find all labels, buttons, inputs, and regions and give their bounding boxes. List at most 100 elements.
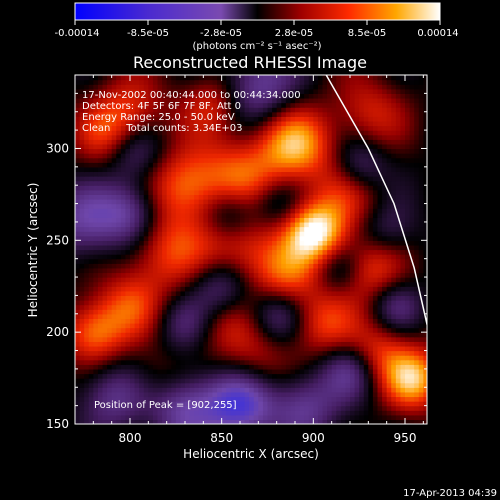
heatmap-cell xyxy=(304,139,310,145)
heatmap-cell xyxy=(308,391,314,398)
heatmap-cell xyxy=(120,410,127,416)
heatmap-cell xyxy=(272,350,278,356)
heatmap-cell xyxy=(148,180,154,186)
heatmap-cell xyxy=(423,355,427,361)
heatmap-cell xyxy=(198,387,204,393)
heatmap-cell xyxy=(120,414,127,421)
heatmap-cell xyxy=(267,401,273,407)
heatmap-cell xyxy=(217,309,223,315)
heatmap-cell xyxy=(221,281,227,287)
heatmap-cell xyxy=(79,277,85,283)
heatmap-cell xyxy=(198,345,204,352)
heatmap-cell xyxy=(400,396,406,402)
heatmap-cell xyxy=(111,414,117,421)
heatmap-cell xyxy=(409,235,415,241)
heatmap-cell xyxy=(295,240,301,246)
heatmap-cell xyxy=(185,189,191,195)
heatmap-cell xyxy=(194,272,200,278)
heatmap-cell xyxy=(372,166,379,173)
heatmap-cell xyxy=(84,249,90,255)
heatmap-cell xyxy=(88,332,94,338)
heatmap-cell xyxy=(185,281,191,287)
heatmap-cell xyxy=(304,148,310,154)
heatmap-cell xyxy=(130,194,136,200)
heatmap-cell xyxy=(295,217,301,223)
heatmap-cell xyxy=(240,249,246,255)
heatmap-cell xyxy=(336,387,342,393)
heatmap-cell xyxy=(295,336,301,342)
heatmap-cell xyxy=(336,322,342,329)
heatmap-cell xyxy=(180,405,186,411)
heatmap-cell xyxy=(198,309,204,315)
heatmap-cell xyxy=(240,212,246,218)
heatmap-cell xyxy=(340,226,347,232)
heatmap-cell xyxy=(162,263,168,269)
heatmap-cell xyxy=(295,231,301,237)
heatmap-cell xyxy=(107,194,113,200)
heatmap-cell xyxy=(281,185,287,191)
heatmap-cell xyxy=(299,332,305,338)
heatmap-cell xyxy=(285,171,292,177)
heatmap-cell xyxy=(308,350,314,356)
heatmap-cell xyxy=(253,194,259,200)
heatmap-cell xyxy=(194,286,200,292)
heatmap-cell xyxy=(285,231,292,237)
heatmap-cell xyxy=(212,286,218,292)
heatmap-cell xyxy=(299,286,305,292)
heatmap-cell xyxy=(152,341,159,347)
heatmap-cell xyxy=(382,185,388,191)
heatmap-cell xyxy=(244,162,250,168)
heatmap-cell xyxy=(423,359,427,365)
heatmap-cell xyxy=(130,240,136,246)
heatmap-cell xyxy=(180,153,186,159)
heatmap-cell xyxy=(230,286,237,292)
heatmap-cell xyxy=(139,401,145,407)
heatmap-cell xyxy=(377,143,383,150)
heatmap-cell xyxy=(272,300,278,306)
heatmap-cell xyxy=(185,240,191,246)
heatmap-cell xyxy=(221,272,227,278)
heatmap-cell xyxy=(409,208,415,214)
heatmap-cell xyxy=(272,143,278,150)
heatmap-cell xyxy=(175,153,182,159)
heatmap-cell xyxy=(350,304,356,310)
heatmap-cell xyxy=(194,304,200,310)
heatmap-cell xyxy=(134,368,140,375)
heatmap-cell xyxy=(262,125,269,131)
heatmap-cell xyxy=(295,401,301,407)
heatmap-cell xyxy=(368,336,374,342)
heatmap-cell xyxy=(327,401,333,407)
heatmap-cell xyxy=(253,217,259,223)
heatmap-cell xyxy=(299,272,305,278)
heatmap-cell xyxy=(313,249,319,255)
heatmap-cell xyxy=(139,309,145,315)
heatmap-cell xyxy=(244,350,250,356)
heatmap-cell xyxy=(327,300,333,306)
heatmap-cell xyxy=(212,341,218,347)
heatmap-cell xyxy=(162,345,168,352)
heatmap-cell xyxy=(217,226,223,232)
heatmap-cell xyxy=(354,166,360,173)
heatmap-cell xyxy=(414,258,420,264)
heatmap-cell xyxy=(139,189,145,195)
heatmap-cell xyxy=(194,157,200,163)
heatmap-cell xyxy=(217,258,223,264)
heatmap-cell xyxy=(230,359,237,365)
heatmap-cell xyxy=(180,396,186,402)
heatmap-cell xyxy=(377,176,383,182)
heatmap-cell xyxy=(405,143,411,150)
heatmap-cell xyxy=(217,194,223,200)
heatmap-cell xyxy=(189,221,195,228)
heatmap-cell xyxy=(258,143,264,150)
heatmap-cell xyxy=(313,304,319,310)
heatmap-cell xyxy=(281,391,287,398)
heatmap-cell xyxy=(372,258,379,264)
heatmap-cell xyxy=(249,359,255,365)
heatmap-cell xyxy=(143,322,149,329)
heatmap-cell xyxy=(139,130,145,136)
heatmap-cell xyxy=(331,345,337,352)
heatmap-cell xyxy=(313,272,319,278)
heatmap-cell xyxy=(377,162,383,168)
heatmap-cell xyxy=(322,382,328,388)
heatmap-cell xyxy=(359,368,365,375)
